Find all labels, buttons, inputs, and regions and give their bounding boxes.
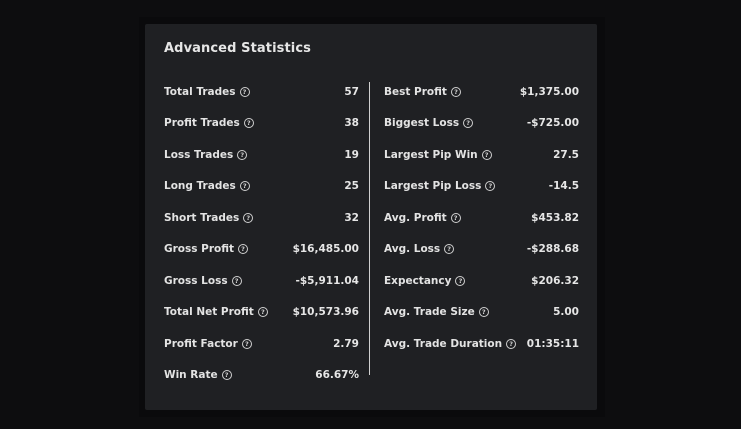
stat-row-total-trades: Total Trades? 57 [164, 76, 359, 108]
help-icon[interactable]: ? [450, 212, 461, 223]
help-icon[interactable]: ? [485, 181, 496, 192]
stat-row-avg-loss: Avg. Loss? -$288.68 [384, 234, 579, 266]
stat-label: Largest Pip Loss [384, 180, 482, 193]
column-divider [369, 82, 370, 375]
stat-value: -$725.00 [526, 117, 579, 130]
stat-value: 2.79 [333, 337, 359, 350]
help-icon[interactable]: ? [455, 275, 466, 286]
stat-label: Total Net Profit [164, 306, 254, 319]
stat-value: -$5,911.04 [295, 274, 359, 287]
help-icon[interactable]: ? [237, 149, 248, 160]
stat-value: 19 [344, 148, 359, 161]
stat-value: 01:35:11 [526, 337, 579, 350]
help-icon[interactable]: ? [243, 212, 254, 223]
help-icon[interactable]: ? [478, 307, 489, 318]
stat-row-best-profit: Best Profit? $1,375.00 [384, 76, 579, 108]
stat-value: $16,485.00 [292, 243, 359, 256]
help-icon[interactable]: ? [231, 275, 242, 286]
stat-value: $10,573.96 [292, 306, 359, 319]
stat-label: Total Trades [164, 85, 236, 98]
help-icon[interactable]: ? [243, 118, 254, 129]
stat-label: Biggest Loss [384, 117, 460, 130]
stat-row-loss-trades: Loss Trades? 19 [164, 139, 359, 171]
help-icon[interactable]: ? [221, 370, 232, 381]
stat-label: Win Rate [164, 369, 218, 382]
help-icon[interactable]: ? [450, 86, 461, 97]
stat-row-short-trades: Short Trades? 32 [164, 202, 359, 234]
advanced-statistics-card: Advanced Statistics Total Trades? 57 Pro… [145, 24, 597, 410]
stat-row-biggest-loss: Biggest Loss? -$725.00 [384, 108, 579, 140]
stat-row-long-trades: Long Trades? 25 [164, 171, 359, 203]
stat-row-avg-profit: Avg. Profit? $453.82 [384, 202, 579, 234]
stat-row-gross-profit: Gross Profit? $16,485.00 [164, 234, 359, 266]
stat-value: -$288.68 [526, 243, 579, 256]
stat-value: $453.82 [531, 211, 579, 224]
stat-label: Avg. Trade Size [384, 306, 475, 319]
help-icon[interactable]: ? [444, 244, 455, 255]
stat-value: 38 [344, 117, 359, 130]
help-icon[interactable]: ? [239, 181, 250, 192]
help-icon[interactable]: ? [463, 118, 474, 129]
help-icon[interactable]: ? [257, 307, 268, 318]
help-icon[interactable]: ? [238, 244, 249, 255]
stat-value: 32 [344, 211, 359, 224]
stat-value: 25 [344, 180, 359, 193]
stat-row-largest-pip-loss: Largest Pip Loss? -14.5 [384, 171, 579, 203]
stat-value: 27.5 [553, 148, 579, 161]
left-stats-column: Total Trades? 57 Profit Trades? 38 Loss … [164, 76, 359, 391]
stat-label: Profit Trades [164, 117, 240, 130]
stat-label: Profit Factor [164, 337, 238, 350]
stat-label: Short Trades [164, 211, 240, 224]
stat-row-expectancy: Expectancy? $206.32 [384, 265, 579, 297]
stat-value: 57 [344, 85, 359, 98]
stat-label: Long Trades [164, 180, 236, 193]
stat-value: $1,375.00 [519, 85, 579, 98]
stat-row-avg-trade-size: Avg. Trade Size? 5.00 [384, 297, 579, 329]
stat-row-profit-factor: Profit Factor? 2.79 [164, 328, 359, 360]
stat-row-total-net-profit: Total Net Profit? $10,573.96 [164, 297, 359, 329]
stat-label: Best Profit [384, 85, 447, 98]
stat-value: $206.32 [531, 274, 579, 287]
stat-value: 66.67% [315, 369, 359, 382]
stat-label: Avg. Loss [384, 243, 441, 256]
stat-label: Largest Pip Win [384, 148, 478, 161]
stat-label: Avg. Trade Duration [384, 337, 503, 350]
card-title: Advanced Statistics [164, 41, 311, 56]
stat-row-avg-trade-duration: Avg. Trade Duration? 01:35:11 [384, 328, 579, 360]
stat-row-win-rate: Win Rate? 66.67% [164, 360, 359, 392]
stat-row-profit-trades: Profit Trades? 38 [164, 108, 359, 140]
stats-panel-frame: Advanced Statistics Total Trades? 57 Pro… [139, 17, 605, 417]
stat-row-gross-loss: Gross Loss? -$5,911.04 [164, 265, 359, 297]
help-icon[interactable]: ? [241, 338, 252, 349]
stat-label: Loss Trades [164, 148, 234, 161]
stat-label: Expectancy [384, 274, 452, 287]
help-icon[interactable]: ? [481, 149, 492, 160]
stat-row-largest-pip-win: Largest Pip Win? 27.5 [384, 139, 579, 171]
right-stats-column: Best Profit? $1,375.00 Biggest Loss? -$7… [384, 76, 579, 360]
stat-value: 5.00 [553, 306, 579, 319]
stat-value: -14.5 [548, 180, 579, 193]
help-icon[interactable]: ? [506, 338, 517, 349]
stat-label: Gross Loss [164, 274, 228, 287]
stat-label: Gross Profit [164, 243, 235, 256]
help-icon[interactable]: ? [239, 86, 250, 97]
stat-label: Avg. Profit [384, 211, 447, 224]
